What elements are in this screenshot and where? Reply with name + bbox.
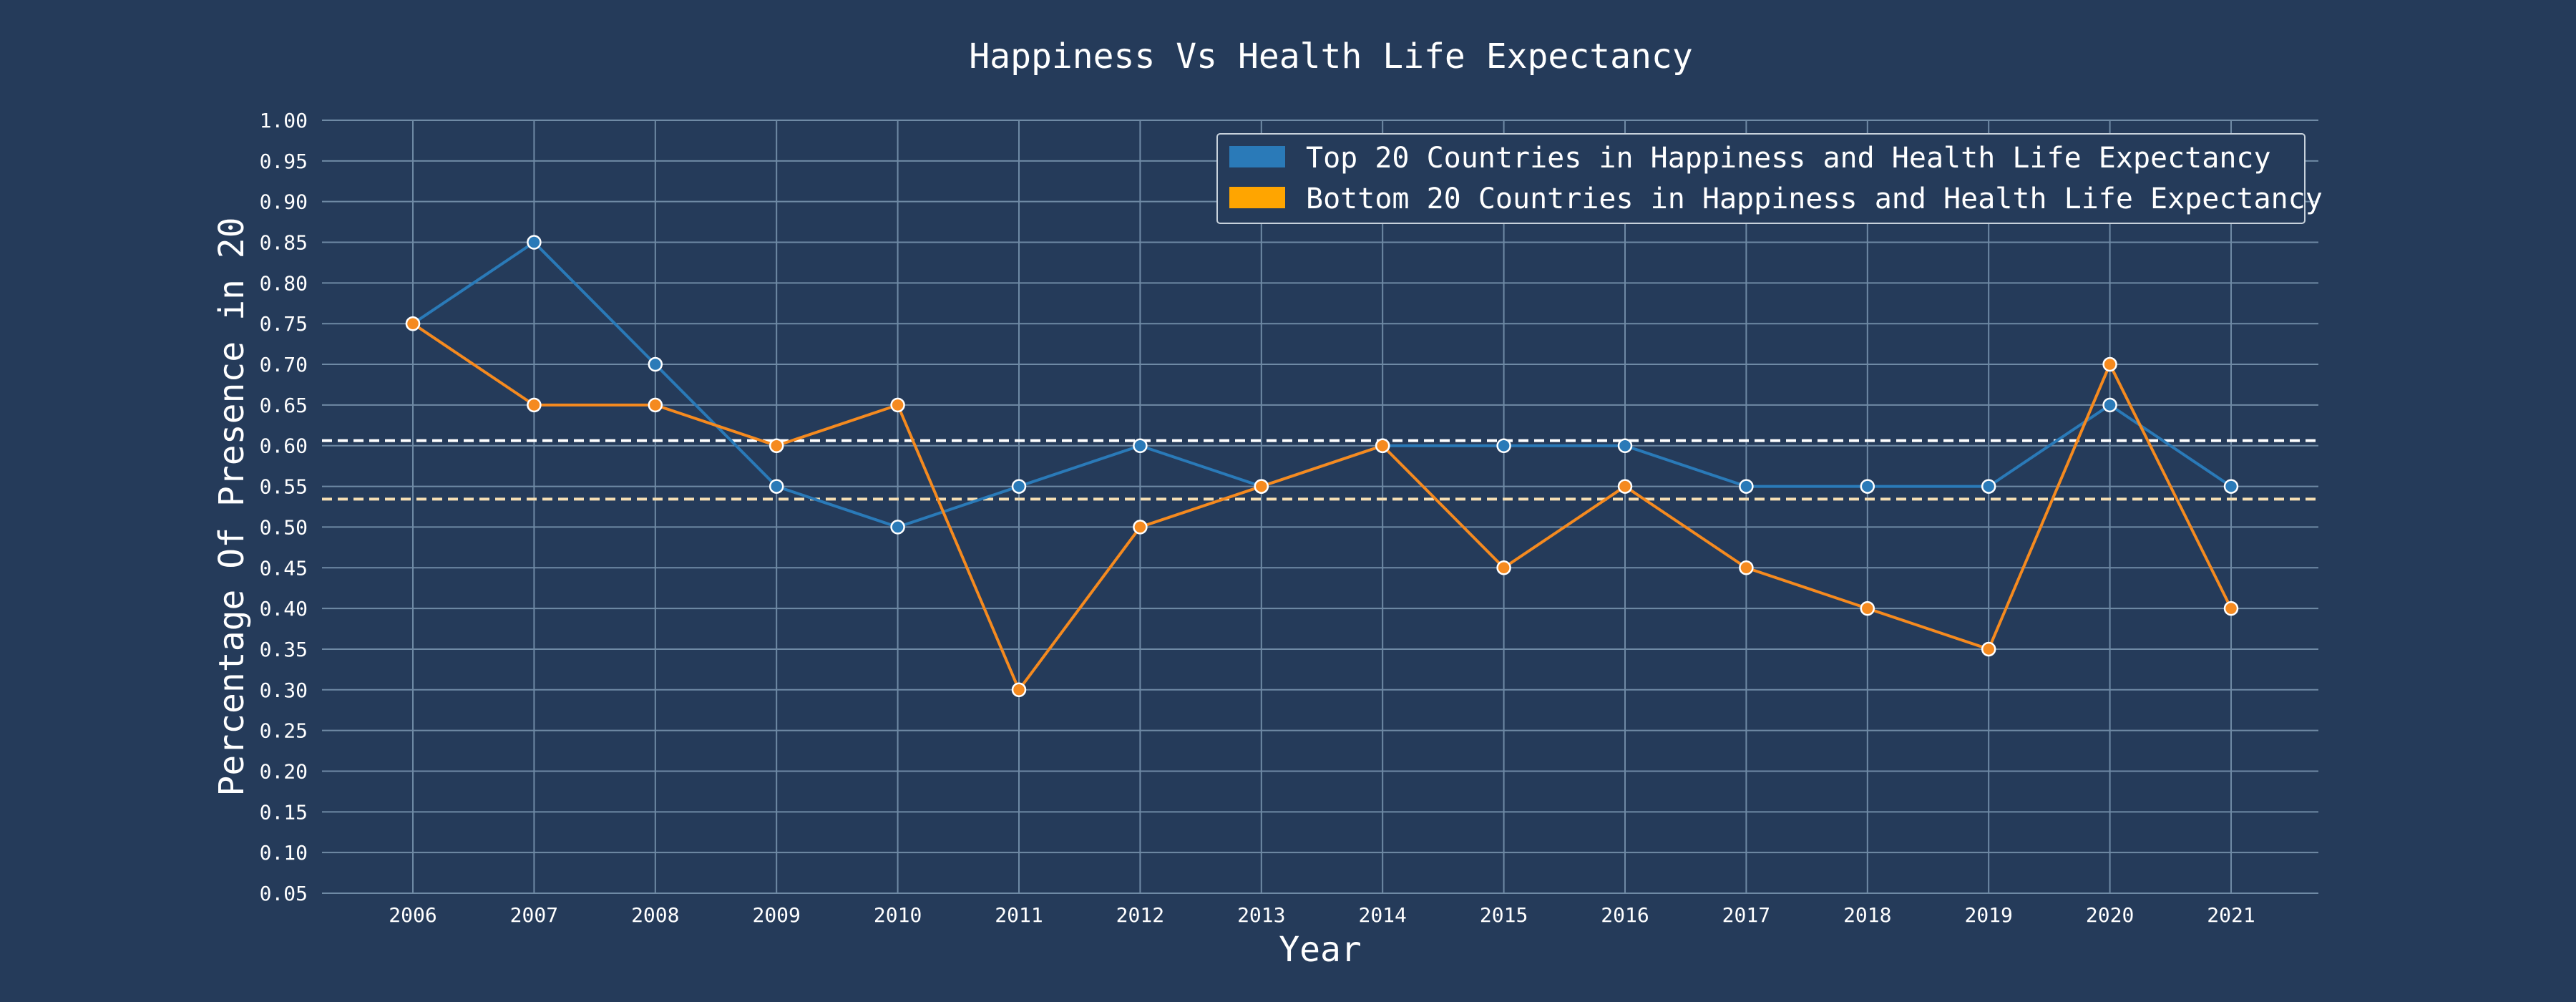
y-tick-label: 0.25 [260, 719, 308, 743]
data-point-1-12 [1860, 600, 1875, 616]
y-tick-label: 0.60 [260, 434, 308, 458]
x-tick-label: 2017 [1722, 903, 1770, 927]
y-tick-label: 0.10 [260, 841, 308, 865]
data-point-1-11 [1739, 560, 1754, 575]
y-tick-label: 0.70 [260, 353, 308, 376]
chart-title: Happiness Vs Health Life Expectancy [969, 37, 1692, 77]
x-tick-label: 2011 [995, 903, 1043, 927]
series-1 [405, 316, 2239, 698]
data-point-0-9 [1496, 438, 1511, 453]
data-point-1-14 [2102, 356, 2117, 372]
legend-box [1216, 133, 2306, 224]
y-tick-label: 0.50 [260, 515, 308, 539]
x-tick-label: 2016 [1601, 903, 1649, 927]
data-point-1-6 [1133, 520, 1148, 535]
y-tick-label: 0.75 [260, 312, 308, 336]
y-tick-label: 0.35 [260, 638, 308, 661]
x-tick-label: 2018 [1843, 903, 1891, 927]
y-tick-label: 0.55 [260, 475, 308, 499]
x-tick-label: 2010 [874, 903, 922, 927]
x-tick-label: 2019 [1964, 903, 2012, 927]
y-tick-label: 0.40 [260, 597, 308, 621]
y-tick-label: 0.90 [260, 190, 308, 214]
legend: Top 20 Countries in Happiness and Health… [1216, 133, 2323, 224]
x-tick-label: 2015 [1480, 903, 1528, 927]
data-point-0-6 [1133, 438, 1148, 453]
y-tick-label: 0.15 [260, 800, 308, 824]
y-tick-label: 0.85 [260, 231, 308, 255]
y-tick-label: 0.05 [260, 882, 308, 905]
y-tick-label: 0.30 [260, 678, 308, 702]
y-tick-label: 0.95 [260, 150, 308, 173]
data-point-0-11 [1739, 479, 1754, 494]
x-tick-label: 2021 [2207, 903, 2255, 927]
y-axis-label: Percentage Of Presence in 20 [212, 217, 252, 796]
y-axis-ticks: 0.05 0.10 0.15 0.20 0.25 0.30 0.35 0.40 0.45 0.50… [260, 109, 308, 905]
y-tick-label: 0.65 [260, 394, 308, 417]
x-axis-label: Year [1279, 930, 1362, 970]
x-tick-label: 2013 [1237, 903, 1285, 927]
data-point-0-13 [1981, 479, 1996, 494]
data-point-1-15 [2223, 600, 2239, 616]
data-point-0-5 [1011, 479, 1027, 494]
y-tick-label: 0.20 [260, 759, 308, 783]
data-point-1-13 [1981, 641, 1996, 657]
data-point-1-4 [890, 397, 905, 413]
data-point-1-10 [1617, 479, 1633, 494]
data-point-0-15 [2223, 479, 2239, 494]
data-point-0-14 [2102, 397, 2117, 413]
mean-lines [322, 439, 2318, 501]
y-tick-label: 1.00 [260, 109, 308, 132]
x-tick-label: 2020 [2086, 903, 2134, 927]
legend-swatch-bottom20 [1229, 187, 1285, 208]
data-point-0-1 [527, 235, 542, 250]
data-point-1-7 [1254, 479, 1269, 494]
data-point-0-10 [1617, 438, 1633, 453]
x-tick-label: 2012 [1116, 903, 1164, 927]
x-tick-label: 2007 [510, 903, 558, 927]
data-point-1-0 [405, 316, 421, 331]
data-point-1-5 [1011, 682, 1027, 698]
x-axis-ticks: 2006 2007 2008 2009 2010 2011 2012 2013 2014 2015… [389, 903, 2255, 927]
x-tick-label: 2006 [389, 903, 436, 927]
data-point-1-9 [1496, 560, 1511, 575]
data-point-1-1 [527, 397, 542, 413]
data-point-0-3 [769, 479, 784, 494]
data-point-0-12 [1860, 479, 1875, 494]
data-point-0-2 [648, 356, 663, 372]
x-tick-label: 2008 [631, 903, 679, 927]
legend-label-bottom20: Bottom 20 Countries in Happiness and Hea… [1306, 183, 2323, 215]
x-tick-label: 2014 [1358, 903, 1406, 927]
legend-label-top20: Top 20 Countries in Happiness and Health… [1306, 142, 2271, 175]
series-group [405, 235, 2239, 698]
x-tick-label: 2009 [752, 903, 800, 927]
y-tick-label: 0.80 [260, 271, 308, 295]
data-point-0-4 [890, 520, 905, 535]
plot-area [322, 120, 2318, 893]
data-point-1-2 [648, 397, 663, 413]
legend-swatch-top20 [1229, 146, 1285, 167]
series-line-1 [411, 322, 2233, 691]
y-tick-label: 0.45 [260, 556, 308, 580]
data-point-1-3 [769, 438, 784, 453]
data-point-1-8 [1375, 438, 1390, 453]
